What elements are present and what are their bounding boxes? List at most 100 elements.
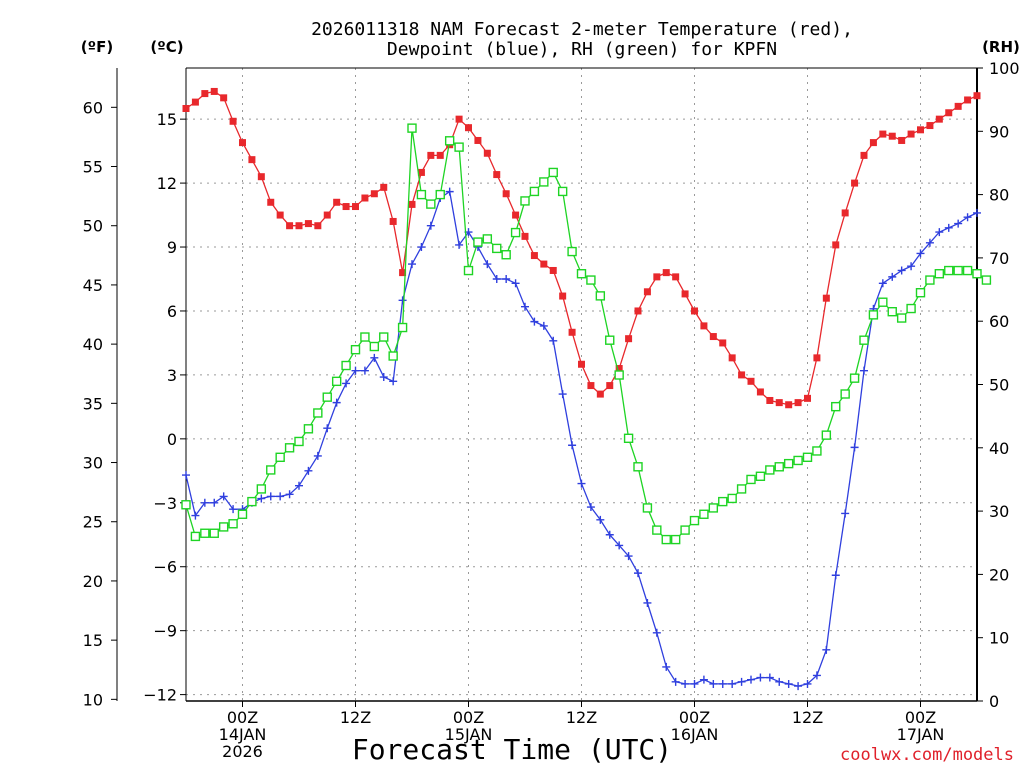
rh-point (454, 142, 464, 152)
rh-point (689, 515, 700, 526)
dewpoint-point (398, 296, 407, 305)
rh-point (765, 465, 775, 475)
2-meter-temperature-point (926, 122, 934, 130)
dewpoint-point (530, 317, 539, 326)
dewpoint-point (888, 272, 897, 281)
rh-point (303, 424, 314, 434)
rh-point (605, 335, 615, 345)
2-meter-temperature-point (615, 365, 623, 373)
dewpoint-point (944, 223, 953, 232)
rh-point (435, 189, 445, 200)
2-meter-temperature-point (625, 335, 633, 343)
2-meter-temperature-point (267, 198, 275, 206)
2-meter-temperature-point (182, 104, 190, 112)
x-tick-label: 15JAN (445, 725, 493, 744)
2-meter-temperature-point (596, 390, 604, 398)
dewpoint-point (511, 279, 520, 288)
gridlines (186, 68, 977, 701)
fahrenheit-unit-label: (ºF) (81, 38, 113, 56)
2-meter-temperature-point (380, 183, 388, 191)
rh-point (774, 462, 784, 472)
x-tick-label: 16JAN (671, 725, 719, 744)
2-meter-temperature-point (201, 90, 209, 98)
dewpoint-point (417, 243, 426, 252)
2-meter-temperature-point (662, 269, 670, 277)
2-meter-temperature-point (653, 273, 661, 281)
2-meter-temperature-point (643, 288, 651, 296)
rh-point (859, 335, 869, 345)
rh-point (341, 360, 351, 371)
rh-tick-label: 100 (989, 59, 1020, 78)
rh-point (586, 275, 596, 285)
rh-point (492, 243, 502, 254)
dewpoint-point (643, 598, 652, 607)
dewpoint-point (200, 498, 209, 507)
dewpoint-point (812, 671, 821, 680)
2-meter-temperature-point (465, 124, 472, 132)
fahrenheit-tick-label: 45 (83, 276, 103, 295)
dewpoint-point (822, 645, 831, 654)
fahrenheit-tick-label: 40 (83, 335, 103, 354)
rh-point (849, 373, 860, 383)
rh-point (567, 246, 577, 257)
fahrenheit-tick-label: 35 (83, 394, 103, 413)
rh-tick-label: 60 (989, 312, 1009, 331)
rh-point (444, 136, 455, 146)
rh-tick-label: 70 (989, 249, 1009, 268)
rh-point (576, 269, 587, 279)
rh-point (463, 265, 474, 276)
2-meter-temperature-point (578, 360, 585, 368)
dewpoint-point (737, 677, 746, 686)
source-credit: coolwx.com/models (840, 745, 1014, 765)
dewpoint-point (360, 366, 369, 375)
dewpoint-point (765, 673, 774, 682)
rh-tick-label: 20 (989, 565, 1009, 584)
dewpoint-point (803, 679, 812, 688)
rh-point (313, 408, 323, 418)
fahrenheit-tick-label: 10 (83, 690, 103, 709)
dewpoint-point (963, 213, 972, 222)
dewpoint-point (841, 509, 850, 518)
rh-point (746, 474, 756, 485)
rh-point (736, 484, 747, 494)
celsius-tick-label: −9 (153, 622, 177, 641)
series-layer (181, 87, 992, 691)
2-meter-temperature-point (917, 126, 924, 134)
2-meter-temperature-point (559, 292, 567, 300)
2-meter-temperature-point (756, 388, 764, 396)
rh-point (350, 344, 361, 355)
dewpoint-point (907, 262, 916, 271)
2-meter-temperature-point (935, 115, 943, 123)
dewpoint-point (445, 187, 454, 196)
dewpoint-point (756, 673, 765, 682)
dewpoint-point (492, 275, 501, 283)
2-meter-temperature-point (530, 252, 538, 260)
celsius-tick-label: 9 (167, 238, 177, 257)
rh-point (652, 525, 662, 535)
2-meter-temperature-point (276, 211, 284, 219)
dewpoint-point (521, 302, 529, 311)
rh-point (407, 123, 417, 133)
rh-point (887, 307, 897, 317)
dewpoint-point (549, 336, 558, 345)
dewpoint-point (954, 219, 963, 228)
x-axis-label: Forecast Time (UTC) (352, 733, 672, 766)
fahrenheit-tick-label: 15 (83, 631, 103, 650)
x-tick-label: 00Z (679, 708, 710, 727)
2-meter-temperature-point (436, 151, 444, 159)
dewpoint-point (219, 492, 228, 501)
2-meter-temperature-point (634, 307, 642, 315)
rh-point (369, 341, 380, 352)
2-meter-temperature-point (352, 203, 359, 211)
2-meter-temperature-point (389, 217, 397, 225)
rh-point (680, 525, 690, 535)
dewpoint-point (389, 377, 398, 386)
2-meter-temperature-point (973, 92, 981, 100)
rh-point (331, 376, 342, 387)
rh-point (247, 496, 257, 507)
2-meter-temperature-point (220, 94, 228, 102)
dewpoint-point (276, 492, 285, 501)
dewpoint-point (624, 552, 633, 561)
2-meter-temperature-point (869, 139, 877, 147)
rh-point (322, 392, 332, 402)
